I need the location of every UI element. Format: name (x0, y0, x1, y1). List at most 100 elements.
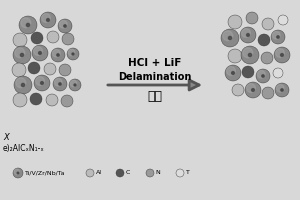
Circle shape (51, 48, 65, 62)
Circle shape (13, 33, 27, 47)
Circle shape (62, 33, 74, 45)
Circle shape (13, 93, 27, 107)
Circle shape (46, 19, 50, 21)
Circle shape (247, 84, 255, 92)
Circle shape (21, 18, 31, 28)
Circle shape (272, 31, 280, 39)
Circle shape (16, 78, 26, 88)
Circle shape (44, 63, 56, 75)
Circle shape (68, 49, 75, 56)
Text: N: N (155, 170, 160, 176)
Circle shape (36, 77, 44, 85)
Circle shape (12, 63, 26, 77)
Circle shape (86, 169, 94, 177)
Circle shape (52, 49, 60, 57)
Circle shape (59, 20, 67, 28)
Circle shape (31, 32, 43, 44)
Circle shape (223, 31, 233, 41)
Circle shape (42, 14, 50, 22)
Circle shape (221, 29, 239, 47)
Circle shape (39, 52, 41, 54)
Circle shape (242, 29, 250, 37)
Text: Ti/V/Zr/Nb/Ta: Ti/V/Zr/Nb/Ta (25, 170, 65, 176)
Circle shape (32, 45, 48, 61)
Circle shape (232, 84, 244, 96)
Circle shape (54, 78, 62, 86)
Circle shape (280, 54, 283, 56)
Circle shape (228, 49, 242, 63)
Circle shape (70, 80, 77, 87)
Circle shape (262, 87, 274, 99)
Text: HCl + LiF: HCl + LiF (128, 58, 182, 68)
Circle shape (276, 84, 284, 92)
Circle shape (241, 46, 259, 64)
Circle shape (34, 75, 50, 91)
Circle shape (246, 12, 258, 24)
Circle shape (64, 25, 66, 27)
Text: e)₂AlCₓN₁-ₓ: e)₂AlCₓN₁-ₓ (3, 144, 45, 152)
Circle shape (262, 75, 264, 77)
Circle shape (261, 52, 273, 64)
Circle shape (273, 68, 283, 78)
Circle shape (59, 83, 61, 85)
Circle shape (26, 23, 30, 27)
Circle shape (28, 62, 40, 74)
Circle shape (281, 89, 283, 91)
Circle shape (30, 93, 42, 105)
Circle shape (257, 70, 265, 78)
Text: Delamination: Delamination (118, 72, 192, 82)
Circle shape (13, 46, 31, 64)
Circle shape (40, 82, 43, 84)
Circle shape (245, 82, 261, 98)
Circle shape (276, 49, 284, 57)
Circle shape (14, 169, 20, 174)
Circle shape (19, 16, 37, 34)
Circle shape (226, 67, 236, 75)
Circle shape (146, 169, 154, 177)
Circle shape (20, 53, 24, 57)
Circle shape (57, 54, 59, 56)
Circle shape (228, 15, 242, 29)
Circle shape (67, 48, 79, 60)
Text: X: X (3, 134, 9, 142)
Text: C: C (125, 170, 130, 176)
Circle shape (258, 34, 270, 46)
Circle shape (15, 48, 25, 58)
Circle shape (243, 48, 253, 58)
Circle shape (72, 53, 74, 55)
Circle shape (278, 15, 288, 25)
Circle shape (232, 72, 234, 74)
Circle shape (13, 168, 23, 178)
Text: 层离: 层离 (148, 90, 163, 104)
Circle shape (21, 83, 25, 87)
Text: T: T (185, 170, 189, 176)
Circle shape (225, 65, 241, 81)
Circle shape (40, 12, 56, 28)
Circle shape (116, 169, 124, 177)
Circle shape (228, 36, 232, 40)
Circle shape (277, 36, 279, 38)
Circle shape (275, 83, 289, 97)
Circle shape (69, 79, 81, 91)
Circle shape (176, 169, 184, 177)
Circle shape (14, 76, 32, 94)
Circle shape (34, 47, 42, 55)
Circle shape (47, 31, 59, 43)
Circle shape (74, 84, 76, 86)
Circle shape (271, 30, 285, 44)
Circle shape (242, 66, 254, 78)
Circle shape (58, 19, 72, 33)
Circle shape (252, 89, 254, 91)
Circle shape (59, 64, 71, 76)
Circle shape (274, 47, 290, 63)
Circle shape (61, 95, 73, 107)
Circle shape (53, 77, 67, 91)
Circle shape (262, 18, 274, 30)
Circle shape (256, 69, 270, 83)
Text: Al: Al (95, 170, 101, 176)
Circle shape (240, 27, 256, 43)
Circle shape (247, 34, 249, 36)
Circle shape (248, 53, 252, 57)
Circle shape (46, 94, 58, 106)
Circle shape (17, 172, 19, 174)
